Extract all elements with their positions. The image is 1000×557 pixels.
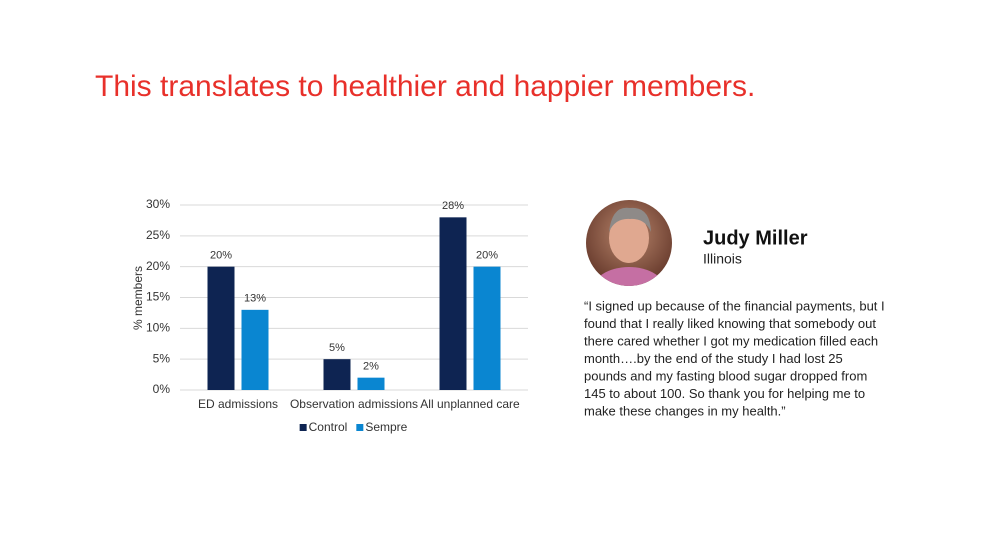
headline: This translates to healthier and happier… — [95, 70, 755, 103]
value-label: 2% — [363, 361, 379, 373]
bar — [357, 377, 385, 390]
legend-swatch — [356, 424, 364, 431]
y-axis-label: % members — [131, 266, 145, 330]
y-tick-label: 30% — [146, 197, 170, 211]
quote-line: there cared whether I got my medication … — [584, 333, 878, 348]
quote-line: found that I really liked knowing that s… — [584, 316, 876, 331]
legend-swatch — [299, 424, 307, 431]
bar — [323, 359, 351, 390]
y-tick-label: 25% — [146, 228, 170, 242]
legend-label: Control — [309, 420, 348, 434]
value-label: 28% — [442, 200, 464, 212]
quote-line: 145 to about 100. So thank you for helpi… — [584, 386, 865, 401]
testimonial-name: Judy Miller — [703, 227, 808, 249]
avatar — [586, 200, 672, 286]
y-tick-label: 20% — [146, 259, 170, 273]
value-label: 13% — [244, 293, 266, 305]
testimonial-location: Illinois — [703, 251, 742, 267]
y-tick-label: 10% — [146, 321, 170, 335]
y-tick-label: 15% — [146, 290, 170, 304]
y-tick-label: 0% — [153, 382, 171, 396]
testimonial: Judy Miller Illinois — [703, 227, 808, 266]
y-tick-label: 5% — [153, 351, 171, 365]
bar — [241, 309, 269, 390]
bar — [439, 217, 467, 390]
x-tick-label: ED admissions — [198, 397, 278, 411]
bar — [473, 266, 501, 390]
quote-line: make these changes in my health.” — [584, 403, 786, 418]
value-label: 5% — [329, 342, 345, 354]
quote-line: “I signed up because of the financial pa… — [584, 298, 885, 313]
bar — [207, 266, 235, 390]
quote-line: month….by the end of the study I had los… — [584, 351, 843, 366]
value-label: 20% — [210, 250, 232, 262]
x-tick-label: Observation admissions — [290, 397, 418, 411]
legend-label: Sempre — [365, 420, 407, 434]
x-tick-label: All unplanned care — [420, 397, 520, 411]
value-label: 20% — [476, 250, 498, 262]
quote-line: pounds and my fasting blood sugar droppe… — [584, 368, 867, 383]
